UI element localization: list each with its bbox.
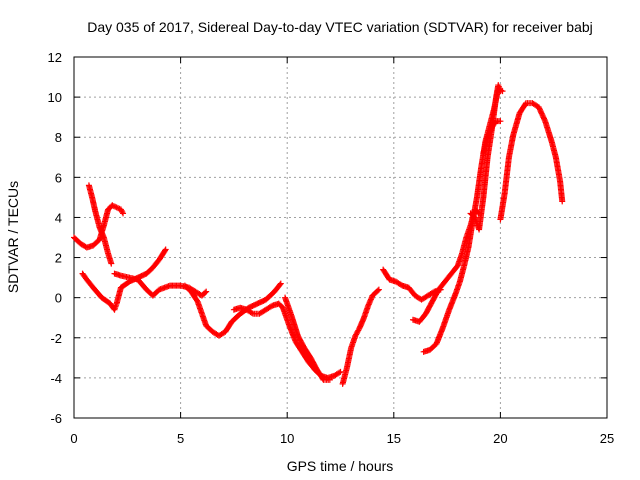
data-point [248, 309, 255, 316]
data-point [202, 289, 209, 296]
y-tick-label: 2 [55, 251, 62, 266]
y-tick-label: 4 [55, 210, 62, 225]
x-axis-label: GPS time / hours [287, 458, 394, 474]
data-point [277, 280, 284, 287]
data-point [326, 376, 333, 383]
y-tick-label: -2 [50, 331, 62, 346]
x-tick-label: 20 [493, 431, 507, 446]
series-arc-15 [497, 100, 566, 223]
data-points [71, 82, 566, 387]
data-point [161, 247, 168, 254]
y-tick-label: 10 [48, 90, 62, 105]
y-tick-label: -4 [50, 371, 62, 386]
plot-frame [73, 56, 608, 419]
data-point [375, 286, 382, 293]
data-point [374, 287, 381, 294]
x-tick-label: 25 [600, 431, 614, 446]
x-tick-label: 0 [70, 431, 77, 446]
y-tick-label: 12 [48, 50, 62, 65]
data-point [203, 288, 210, 295]
series-arc-9 [339, 286, 382, 387]
x-tick-label: 5 [177, 431, 184, 446]
chart-title: Day 035 of 2017, Sidereal Day-to-day VTE… [87, 19, 593, 35]
data-point [559, 198, 566, 205]
x-tick-label: 15 [387, 431, 401, 446]
data-point [276, 281, 283, 288]
y-tick-label: -6 [50, 411, 62, 426]
data-point [497, 88, 504, 95]
axis-ticks: 0 5 10 15 20 25 -6 -4 -2 0 2 4 6 8 10 12 [48, 50, 615, 446]
data-point [119, 209, 126, 216]
series-arc-4 [79, 246, 169, 313]
data-point [108, 260, 115, 267]
series-arc-2 [109, 202, 127, 217]
series-arc-6 [181, 280, 284, 339]
data-point [336, 369, 343, 376]
x-tick-label: 10 [280, 431, 294, 446]
data-point [120, 210, 127, 217]
y-axis-label: SDTVAR / TECUs [5, 181, 21, 293]
data-point [337, 368, 344, 375]
grid [74, 57, 607, 418]
data-point [497, 118, 504, 125]
series-arc-3 [85, 182, 115, 267]
y-tick-label: 8 [55, 130, 62, 145]
series-arc-14 [480, 118, 504, 157]
data-point [162, 246, 169, 253]
series-arc-8 [282, 294, 333, 383]
y-tick-label: 6 [55, 170, 62, 185]
y-tick-label: 0 [55, 291, 62, 306]
